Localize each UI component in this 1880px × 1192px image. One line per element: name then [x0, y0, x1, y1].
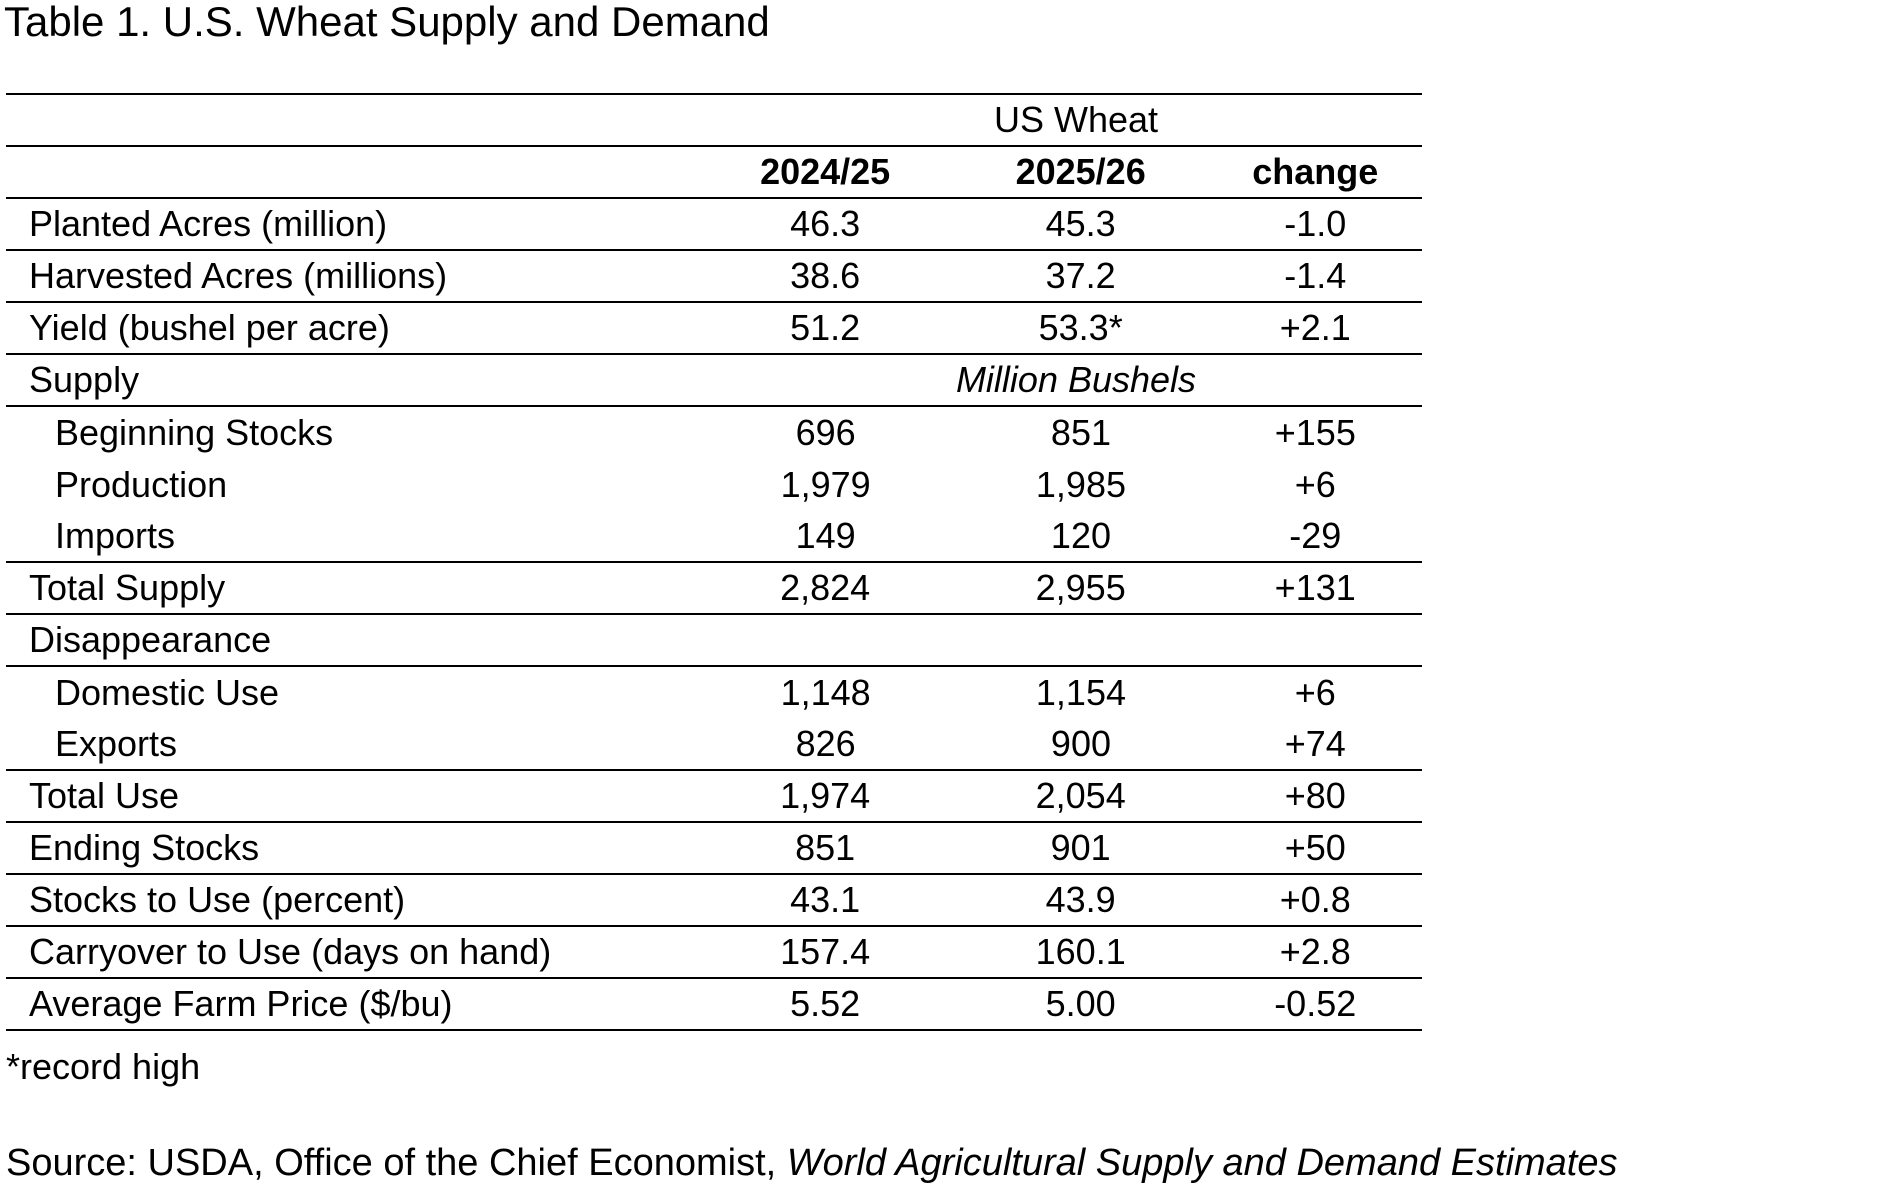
row-label: Harvested Acres (millions): [29, 255, 448, 296]
group-header: US Wheat: [993, 99, 1159, 140]
column-header-row: 2024/25 2025/26 change: [6, 147, 1422, 199]
cell-2024-25: 1,148: [780, 672, 871, 713]
unit-label: Million Bushels: [955, 359, 1197, 400]
table-row: Exports 826 900 +74: [6, 719, 1422, 771]
row-label: Disappearance: [29, 619, 272, 660]
table-row: Disappearance: [6, 615, 1422, 667]
row-label: Exports: [55, 723, 178, 764]
table-row: Planted Acres (million) 46.3 45.3 -1.0: [6, 199, 1422, 251]
cell-2024-25: 1,979: [780, 464, 871, 505]
table-row: Harvested Acres (millions) 38.6 37.2 -1.4: [6, 251, 1422, 303]
cell-2025-26: 2,955: [1035, 567, 1126, 608]
cell-2024-25: 696: [795, 412, 856, 453]
row-label: Ending Stocks: [29, 827, 260, 868]
table-row: Domestic Use 1,148 1,154 +6: [6, 667, 1422, 719]
table-row: Total Use 1,974 2,054 +80: [6, 771, 1422, 823]
row-label: Planted Acres (million): [29, 203, 388, 244]
cell-2025-26: 5.00: [1045, 983, 1116, 1024]
cell-2024-25: 826: [795, 723, 856, 764]
cell-2024-25: 157.4: [780, 931, 871, 972]
cell-change: -0.52: [1274, 983, 1357, 1024]
cell-2025-26: 901: [1050, 827, 1111, 868]
table-row: Total Supply 2,824 2,955 +131: [6, 563, 1422, 615]
footnote: *record high: [6, 1046, 201, 1087]
cell-change: -1.0: [1284, 203, 1347, 244]
row-label: Beginning Stocks: [55, 412, 334, 453]
row-label: Supply: [29, 359, 140, 400]
cell-2025-26: 53.3*: [1038, 307, 1123, 348]
cell-change: +2.1: [1279, 307, 1351, 348]
group-header-row: US Wheat: [6, 95, 1422, 147]
cell-2025-26: 120: [1050, 515, 1111, 556]
cell-2025-26: 160.1: [1035, 931, 1126, 972]
cell-change: +6: [1294, 672, 1336, 713]
column-header: change: [1252, 151, 1379, 192]
cell-2025-26: 900: [1050, 723, 1111, 764]
table-row: Beginning Stocks 696 851 +155: [6, 407, 1422, 459]
cell-2025-26: 45.3: [1045, 203, 1116, 244]
cell-2024-25: 2,824: [780, 567, 871, 608]
cell-change: +0.8: [1279, 879, 1351, 920]
row-label: Stocks to Use (percent): [29, 879, 406, 920]
table-row: Ending Stocks 851 901 +50: [6, 823, 1422, 875]
cell-2024-25: 149: [795, 515, 856, 556]
table-row: Supply Million Bushels: [6, 355, 1422, 407]
cell-change: +131: [1274, 567, 1356, 608]
row-label: Total Use: [29, 775, 180, 816]
table-row: Imports 149 120 -29: [6, 511, 1422, 563]
row-label: Average Farm Price ($/bu): [29, 983, 453, 1024]
cell-2025-26: 2,054: [1035, 775, 1126, 816]
cell-change: +6: [1294, 464, 1336, 505]
cell-2025-26: 43.9: [1045, 879, 1116, 920]
column-header: 2025/26: [1015, 151, 1146, 192]
row-label: Total Supply: [29, 567, 226, 608]
cell-change: -1.4: [1284, 255, 1347, 296]
cell-2024-25: 1,974: [780, 775, 871, 816]
cell-change: +2.8: [1279, 931, 1351, 972]
cell-2025-26: 1,985: [1035, 464, 1126, 505]
table-row: Production 1,979 1,985 +6: [6, 459, 1422, 511]
cell-2025-26: 851: [1050, 412, 1111, 453]
cell-2024-25: 38.6: [790, 255, 861, 296]
cell-2024-25: 5.52: [790, 983, 861, 1024]
table-title: Table 1. U.S. Wheat Supply and Demand: [4, 0, 770, 45]
cell-2025-26: 37.2: [1045, 255, 1116, 296]
table-row: Average Farm Price ($/bu) 5.52 5.00 -0.52: [6, 979, 1422, 1031]
table-row: Carryover to Use (days on hand) 157.4 160.…: [6, 927, 1422, 979]
cell-change: +50: [1284, 827, 1346, 868]
cell-change: +155: [1274, 412, 1356, 453]
row-label: Yield (bushel per acre): [29, 307, 390, 348]
cell-2024-25: 46.3: [790, 203, 861, 244]
cell-2024-25: 51.2: [790, 307, 861, 348]
row-label: Carryover to Use (days on hand): [29, 931, 552, 972]
cell-change: +80: [1284, 775, 1346, 816]
cell-2025-26: 1,154: [1035, 672, 1126, 713]
row-label: Domestic Use: [55, 672, 280, 713]
cell-2024-25: 851: [795, 827, 856, 868]
cell-change: +74: [1284, 723, 1346, 764]
table-row: Yield (bushel per acre) 51.2 53.3* +2.1: [6, 303, 1422, 355]
cell-change: -29: [1289, 515, 1342, 556]
table-row: Stocks to Use (percent) 43.1 43.9 +0.8: [6, 875, 1422, 927]
column-header: 2024/25: [760, 151, 891, 192]
row-label: Production: [55, 464, 228, 505]
cell-2024-25: 43.1: [790, 879, 861, 920]
row-label: Imports: [55, 515, 176, 556]
wheat-table: US Wheat 2024/25 2025/26 change Planted …: [6, 93, 1422, 1031]
source-note: Source: USDA, Office of the Chief Econom…: [6, 1142, 1618, 1184]
